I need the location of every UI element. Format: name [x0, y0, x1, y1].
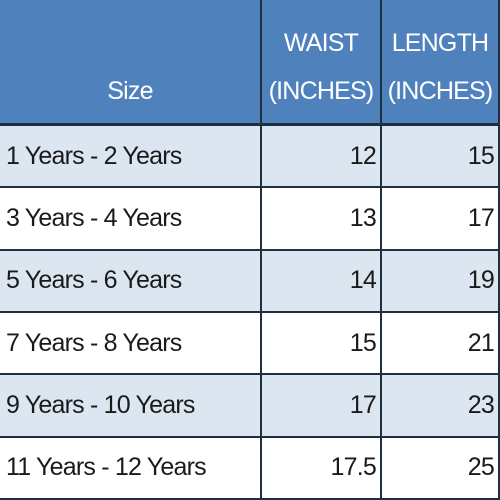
table-cell: 17	[382, 188, 500, 251]
header-text: WAIST	[283, 29, 359, 57]
header-text: (INCHES)	[387, 77, 494, 105]
header-cell: WAIST (INCHES)	[262, 0, 382, 126]
header-cell: LENGTH (INCHES)	[382, 0, 500, 126]
table-cell: 21	[382, 313, 500, 376]
header-text: LENGTH	[391, 29, 489, 57]
table-cell: 5 Years - 6 Years	[0, 250, 262, 313]
table-cell: 14	[262, 250, 382, 313]
table-cell: 17	[262, 375, 382, 438]
table-cell: 15	[382, 126, 500, 189]
table-cell: 9 Years - 10 Years	[0, 375, 262, 438]
table-cell: 15	[262, 313, 382, 376]
table-cell: 23	[382, 375, 500, 438]
table-cell: 7 Years - 8 Years	[0, 313, 262, 376]
header-text: Size	[107, 77, 153, 105]
table-cell: 13	[262, 188, 382, 251]
table-cell: 19	[382, 250, 500, 313]
header-cell: Size	[0, 0, 262, 126]
table-cell: 3 Years - 4 Years	[0, 188, 262, 251]
table-cell: 12	[262, 126, 382, 189]
header-text: (INCHES)	[268, 77, 375, 105]
table-cell: 25	[382, 437, 500, 500]
table-cell: 1 Years - 2 Years	[0, 126, 262, 189]
table-cell: 11 Years - 12 Years	[0, 437, 262, 500]
table-cell: 17.5	[262, 437, 382, 500]
